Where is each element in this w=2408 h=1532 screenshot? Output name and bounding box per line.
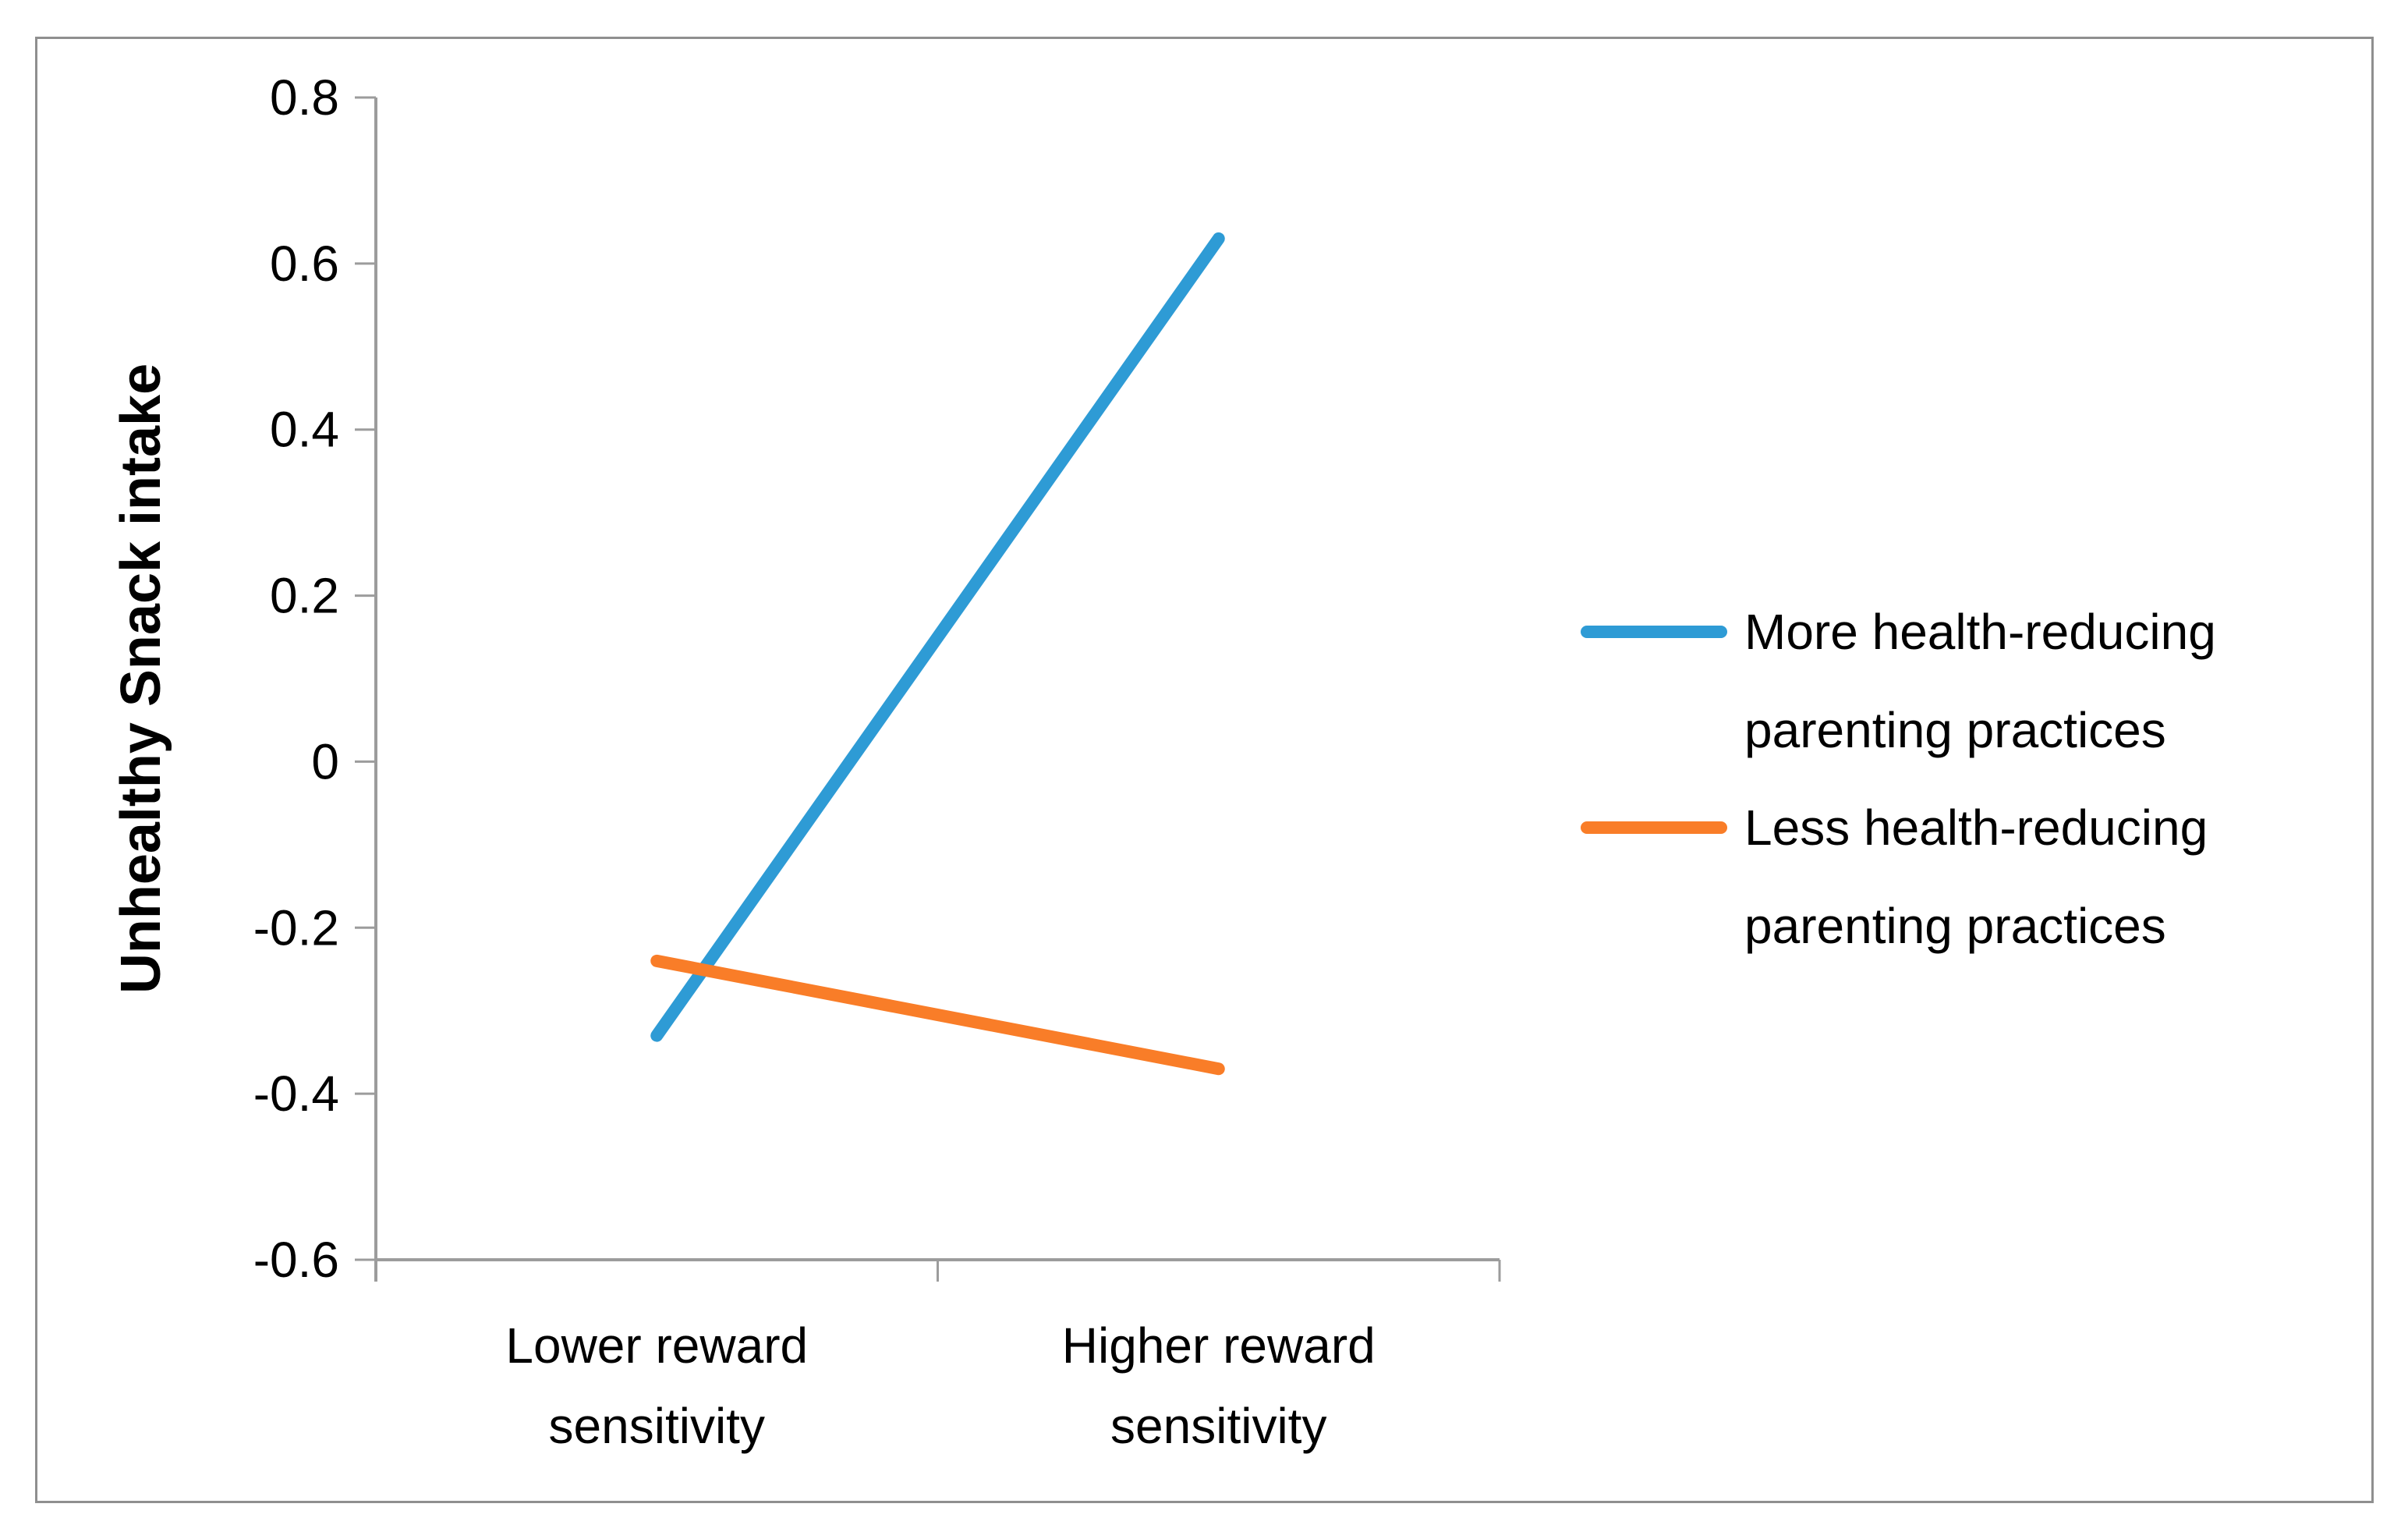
chart-outer-border <box>35 37 2374 1503</box>
legend-label: More health-reducing parenting practices <box>1744 604 2216 758</box>
x-category-label-line: Higher reward <box>1062 1317 1376 1374</box>
y-tick-label: 0.8 <box>270 69 339 126</box>
y-tick-label: -0.2 <box>253 899 339 956</box>
legend: More health-reducing parenting practicesL… <box>1581 604 2216 954</box>
x-category-label-line: sensitivity <box>1110 1398 1326 1454</box>
legend-label-line: More health-reducing <box>1744 604 2216 660</box>
x-category-label-group: Lower reward sensitivity Higher reward sens… <box>505 1317 1375 1454</box>
x-tick-group <box>374 1260 1501 1282</box>
legend-label: Less health-reducing parenting practices <box>1744 800 2208 954</box>
series-line-group <box>650 232 1225 1076</box>
y-tick-label: -0.6 <box>253 1232 339 1288</box>
y-tick-label: -0.4 <box>253 1066 339 1122</box>
series-line <box>650 232 1225 1042</box>
x-category-label-line: sensitivity <box>549 1398 765 1454</box>
y-tick-label-group: 0.8 0.6 0.4 0.2 0 -0.2 -0.4 -0.6 <box>253 69 339 1288</box>
x-category-label: Lower reward sensitivity <box>505 1317 808 1454</box>
legend-label-line: parenting practices <box>1744 898 2166 954</box>
y-tick-label: 0.6 <box>270 236 339 292</box>
y-tick-label: 0.2 <box>270 568 339 624</box>
series-line <box>650 954 1225 1076</box>
y-tick-label: 0.4 <box>270 402 339 458</box>
y-tick-group <box>355 96 376 1261</box>
legend-label-line: Less health-reducing <box>1744 800 2208 856</box>
x-category-label-line: Lower reward <box>505 1317 808 1374</box>
y-tick-label: 0 <box>311 733 339 789</box>
x-category-label: Higher reward sensitivity <box>1062 1317 1376 1454</box>
legend-label-line: parenting practices <box>1744 702 2166 758</box>
y-axis-title: Unhealthy Snack intake <box>110 363 172 994</box>
